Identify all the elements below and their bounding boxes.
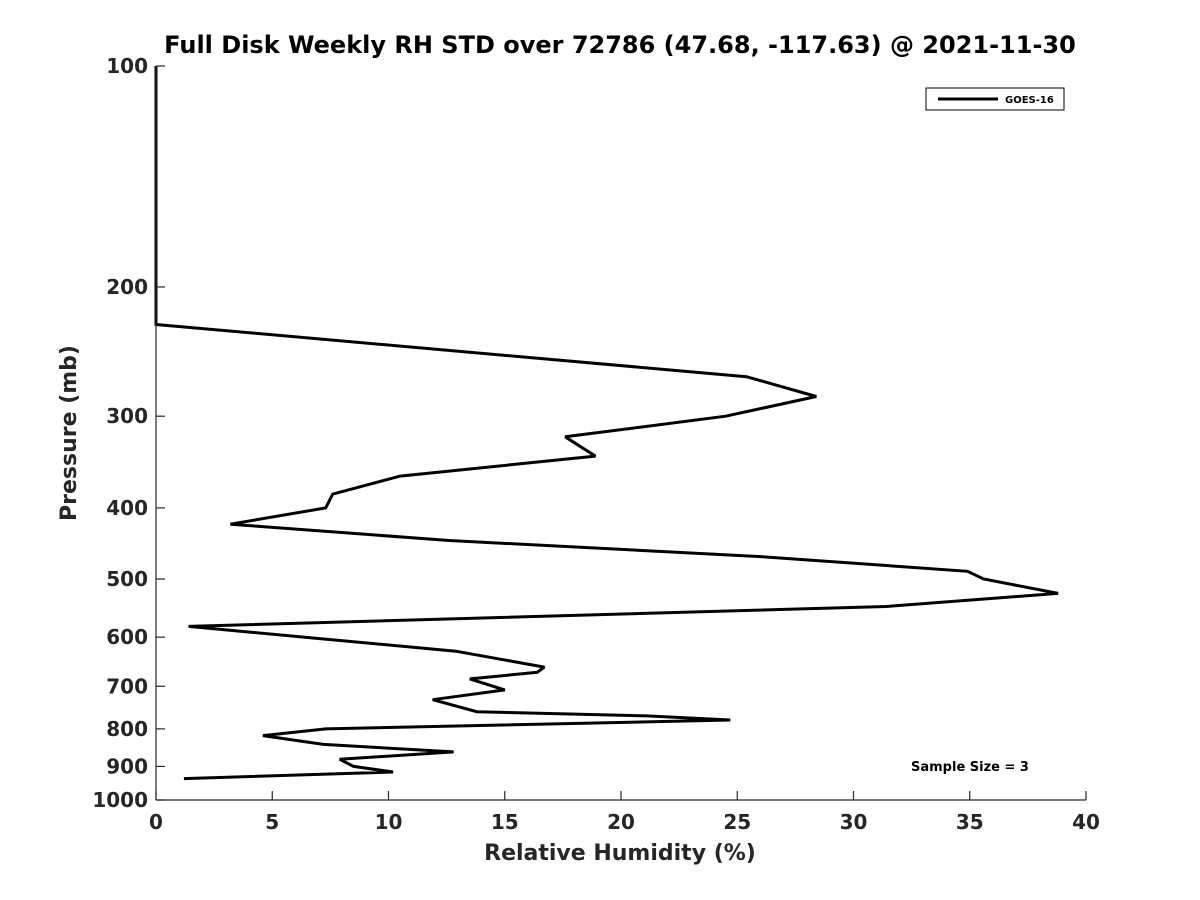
x-tick-label: 0 — [149, 810, 163, 834]
y-tick-label: 500 — [106, 567, 148, 591]
y-axis-label: Pressure (mb) — [57, 345, 82, 521]
x-tick-label: 40 — [1072, 810, 1100, 834]
x-tick-label: 20 — [607, 810, 635, 834]
y-axis: 100 200 300 400 500 600 700 800 900 1000 — [92, 54, 165, 812]
y-tick-label: 900 — [106, 754, 148, 778]
x-tick-label: 30 — [840, 810, 868, 834]
series-line-goes-16 — [154, 66, 1059, 781]
y-tick-label: 300 — [106, 404, 148, 428]
x-tick-label: 15 — [491, 810, 519, 834]
chart-title: Full Disk Weekly RH STD over 72786 (47.6… — [164, 31, 1076, 59]
sample-size-annotation: Sample Size = 3 — [911, 760, 1029, 775]
y-tick-label: 800 — [106, 717, 148, 741]
y-tick-label: 200 — [106, 275, 148, 299]
x-tick-label: 5 — [265, 810, 279, 834]
x-axis-label: Relative Humidity (%) — [484, 841, 756, 866]
y-tick-label: 700 — [106, 674, 148, 698]
y-tick-label: 600 — [106, 625, 148, 649]
x-tick-label: 25 — [723, 810, 751, 834]
y-tick-label: 100 — [106, 54, 148, 78]
y-tick-label: 400 — [106, 496, 148, 520]
y-tick-label: 1000 — [92, 788, 148, 812]
legend-label-goes-16: GOES-16 — [1005, 95, 1054, 106]
plot-area — [154, 66, 1059, 781]
x-axis: 0 5 10 15 20 25 30 35 40 — [149, 791, 1100, 834]
x-tick-label: 35 — [956, 810, 984, 834]
legend: GOES-16 — [925, 87, 1065, 111]
x-tick-label: 10 — [375, 810, 403, 834]
